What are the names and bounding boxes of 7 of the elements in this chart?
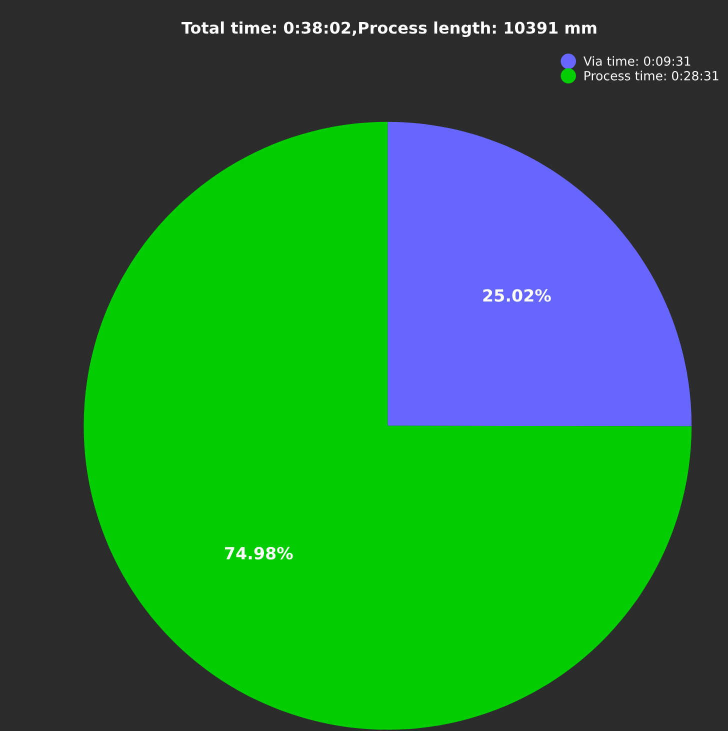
chart-title: Total time: 0:38:02,Process length: 10391 mm xyxy=(182,21,596,38)
pie-slice xyxy=(84,122,692,730)
data-label: 74.98% xyxy=(225,546,293,560)
legend-label: Process time: 0:28:31 xyxy=(584,70,718,80)
data-label: 25.02% xyxy=(483,289,551,302)
pie-slice xyxy=(388,122,692,426)
legend-label: Via time: 0:09:31 xyxy=(583,56,690,66)
